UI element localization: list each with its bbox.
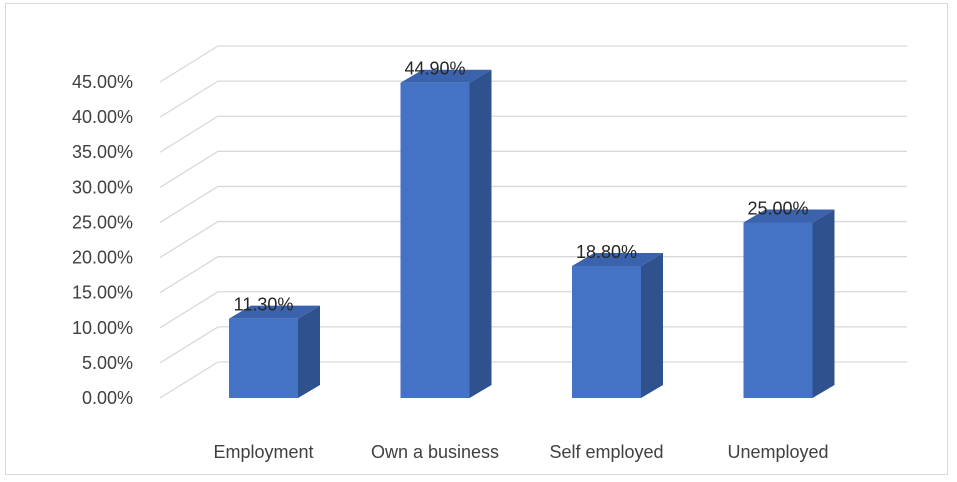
- gridline: [159, 185, 907, 223]
- gridline: [159, 45, 907, 83]
- y-tick-label: 35.00%: [72, 142, 133, 162]
- y-tick-label: 15.00%: [72, 283, 133, 303]
- bar-top-face: [743, 209, 835, 223]
- bar-top-face: [229, 305, 320, 319]
- data-label: 25.00%: [747, 198, 808, 218]
- y-tick-label: 30.00%: [72, 177, 133, 197]
- bar-front-face: [743, 222, 813, 398]
- data-label: 44.90%: [404, 59, 465, 79]
- bar-side-face: [641, 252, 663, 398]
- y-tick-label: 25.00%: [72, 212, 133, 232]
- data-label: 11.30%: [234, 295, 294, 315]
- bar-side-face: [298, 305, 320, 398]
- bar-front-face: [229, 318, 298, 398]
- data-label: 18.80%: [576, 242, 637, 262]
- bars: [229, 69, 835, 399]
- gridline: [159, 361, 907, 399]
- x-category-label: Employment: [213, 442, 313, 462]
- bar-side-face: [469, 69, 492, 399]
- bar-side-face: [812, 209, 835, 398]
- y-tick-label: 10.00%: [72, 318, 133, 338]
- bar-front-face: [572, 265, 641, 398]
- x-category-label: Own a business: [371, 442, 499, 462]
- gridline: [159, 115, 907, 153]
- bar: [743, 209, 835, 398]
- y-tick-label: 5.00%: [82, 353, 133, 373]
- bar: [400, 69, 492, 399]
- y-tick-label: 0.00%: [82, 388, 133, 408]
- x-axis-category-labels: Employment Own a business Self employed Une…: [213, 442, 828, 462]
- chart-frame: [5, 3, 948, 475]
- y-tick-label: 20.00%: [72, 248, 133, 268]
- bar: [572, 252, 663, 398]
- gridline: [159, 256, 907, 294]
- y-axis-tick-labels: 0.00% 5.00% 10.00% 15.00% 20.00% 25.00% 30.00%…: [72, 72, 133, 408]
- bar-top-face: [400, 69, 492, 83]
- gridline: [159, 220, 907, 259]
- gridline: [159, 326, 907, 364]
- y-tick-label: 40.00%: [72, 107, 133, 127]
- gridline: [159, 291, 907, 329]
- data-labels: 11.30% 44.90% 18.80% 25.00%: [234, 59, 809, 315]
- bar-top-face: [572, 252, 663, 266]
- y-tick-label: 45.00%: [72, 72, 133, 92]
- gridlines: [159, 45, 907, 399]
- bar-front-face: [400, 82, 470, 399]
- bar: [229, 305, 320, 398]
- gridline: [159, 150, 907, 188]
- gridline: [159, 80, 907, 118]
- x-category-label: Self employed: [549, 442, 663, 462]
- x-category-label: Unemployed: [727, 442, 828, 462]
